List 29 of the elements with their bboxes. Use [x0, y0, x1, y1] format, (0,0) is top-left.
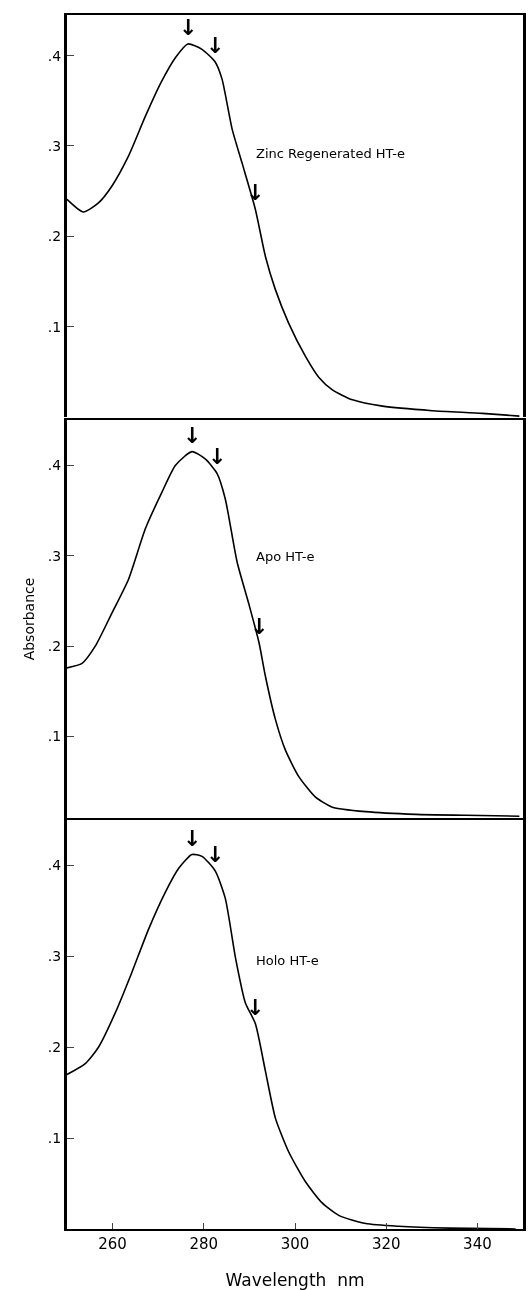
y-tick-label: .4: [47, 457, 62, 474]
series-label: Holo HT-e: [256, 953, 319, 968]
annotation: ↓: [183, 826, 202, 851]
y-tick-label: .2: [47, 1039, 62, 1056]
series-label: Apo HT-e: [256, 549, 315, 564]
y-tick-label: .2: [47, 638, 62, 655]
y-axis-title: Absorbance: [21, 577, 38, 661]
annotation: ↓: [179, 15, 198, 40]
y-tick-label: .4: [47, 47, 62, 64]
x-tick-label: 300: [280, 1235, 310, 1253]
series-label: Zinc Regenerated HT-e: [256, 146, 405, 161]
annotation: ↓: [206, 842, 225, 867]
y-tick-label: .4: [47, 857, 62, 874]
x-tick-label: 260: [98, 1235, 127, 1253]
x-tick-label: 320: [371, 1235, 401, 1253]
y-tick-label: .3: [47, 547, 62, 564]
annotation: ↓: [246, 995, 265, 1020]
annotation: ↓: [206, 33, 225, 58]
y-tick-label: .1: [47, 318, 62, 335]
y-tick-label: .3: [47, 948, 62, 965]
y-tick-label: .2: [47, 228, 62, 245]
x-axis-title: Wavelength nm: [225, 1270, 365, 1290]
annotation: ↓: [183, 423, 202, 448]
y-tick-label: .1: [47, 1130, 62, 1147]
y-tick-label: .3: [47, 137, 62, 154]
x-tick-label: 280: [189, 1235, 219, 1253]
annotation: ↓: [208, 444, 227, 469]
x-tick-label: 340: [463, 1235, 492, 1253]
y-tick-label: .1: [47, 728, 62, 745]
